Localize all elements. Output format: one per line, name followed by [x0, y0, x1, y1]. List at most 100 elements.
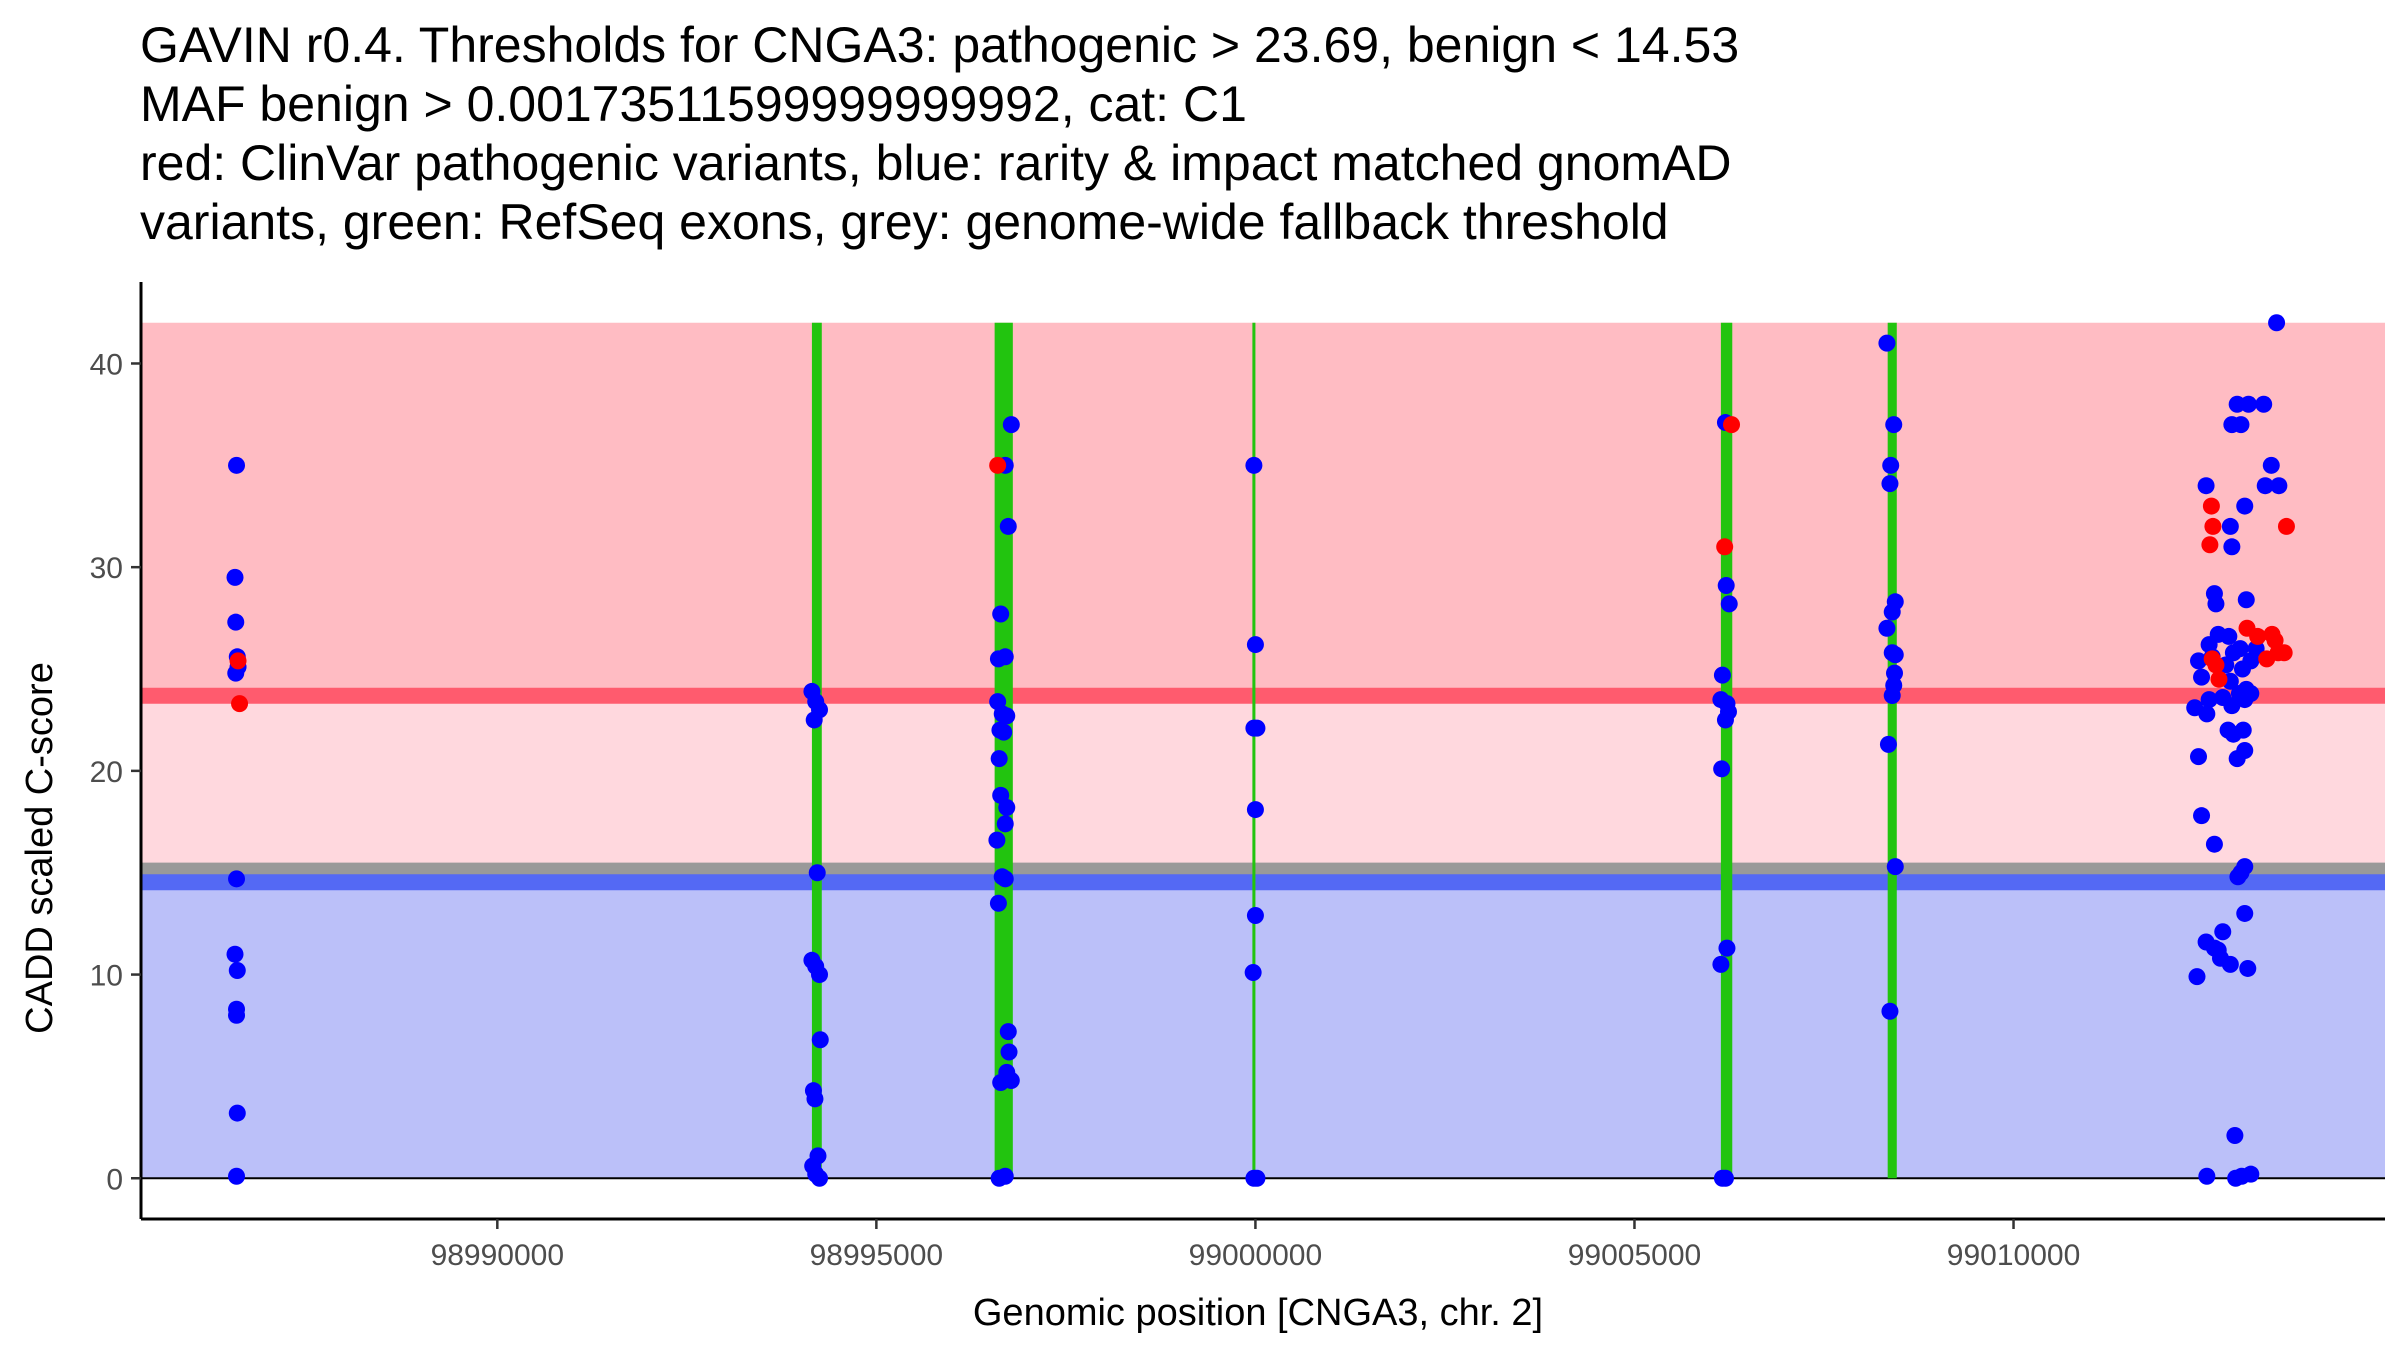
gnomad-point: [990, 750, 1008, 768]
gnomad-point: [228, 1167, 246, 1185]
clinvar-point: [2204, 517, 2222, 535]
gnomad-point: [2242, 1165, 2260, 1183]
gnomad-point: [988, 831, 1006, 849]
gnomad-point: [2214, 923, 2232, 941]
gnomad-point: [1713, 666, 1731, 684]
gnomad-point: [1000, 1043, 1018, 1061]
gnomad-point: [989, 894, 1007, 912]
gnomad-point: [996, 870, 1014, 888]
y-axis-title: CADD scaled C-score: [19, 662, 61, 1034]
gnomad-point: [2220, 627, 2238, 645]
gnomad-point: [1246, 906, 1264, 924]
gnomad-point: [2197, 477, 2215, 495]
gnomad-point: [1881, 475, 1899, 493]
gnomad-point: [998, 1063, 1016, 1081]
gnomad-point: [2207, 595, 2225, 613]
gnomad-point: [1882, 456, 1900, 474]
x-axis-title: Genomic position [CNGA3, chr. 2]: [973, 1292, 1543, 1334]
gnomad-point: [228, 456, 246, 474]
exon-4: [1720, 322, 1733, 1179]
gnomad-point: [1246, 801, 1264, 819]
title-line-4: variants, green: RefSeq exons, grey: gen…: [140, 194, 1669, 250]
gnomad-point: [2223, 538, 2241, 556]
exon-3: [1252, 322, 1256, 1179]
gnomad-point: [1886, 664, 1904, 682]
gnomad-point: [2229, 868, 2247, 886]
clinvar-point: [2275, 644, 2293, 662]
gnomad-point: [811, 966, 829, 984]
clinvar-point: [2277, 517, 2295, 535]
gnomad-point: [227, 613, 245, 631]
y-tick-label: 30: [90, 552, 123, 585]
gnomad-point: [2232, 416, 2250, 434]
gnomad-point: [2255, 395, 2273, 413]
gnomad-point: [996, 1167, 1014, 1185]
benign-region: [141, 882, 2385, 1179]
gnomad-point: [2188, 968, 2206, 986]
gnomad-point: [2223, 697, 2241, 715]
gnomad-point: [2268, 314, 2286, 332]
exon-2: [994, 322, 1013, 1179]
y-tick-label: 10: [90, 960, 123, 993]
gnomad-point: [1885, 416, 1903, 434]
gnomad-point: [1881, 1002, 1899, 1020]
gnomad-point: [806, 1090, 824, 1108]
gnomad-point: [2226, 1126, 2244, 1144]
clinvar-point: [2210, 670, 2228, 688]
gnomad-point: [998, 707, 1016, 725]
x-tick-label: 99005000: [1568, 1239, 1701, 1272]
title-line-2: MAF benign > 0.00173511599999999992, cat…: [140, 76, 1247, 132]
gnomad-point: [1886, 646, 1904, 664]
gnomad-point: [2236, 497, 2254, 515]
y-tick-label: 40: [90, 348, 123, 381]
gnomad-points: [226, 314, 2288, 1187]
gnomad-point: [999, 1023, 1017, 1041]
gnomad-point: [811, 1031, 829, 1049]
gnomad-point: [226, 945, 244, 963]
gnomad-point: [811, 1169, 829, 1187]
gnomad-point: [1713, 760, 1731, 778]
clinvar-point: [1716, 538, 1734, 556]
gnomad-point: [228, 961, 246, 979]
gnomad-point: [2190, 748, 2208, 766]
clinvar-point: [2202, 497, 2220, 515]
clinvar-point: [2249, 627, 2267, 645]
gnomad-point: [992, 605, 1010, 623]
clinvar-point: [2207, 656, 2225, 674]
gnomad-point: [1717, 577, 1735, 595]
clinvar-point: [2201, 536, 2219, 554]
clinvar-points: [229, 416, 2295, 713]
clinvar-point: [2258, 650, 2276, 668]
gnomad-point: [228, 1006, 246, 1024]
gnomad-point: [996, 648, 1014, 666]
x-tick-label: 98990000: [431, 1239, 564, 1272]
clinvar-point: [231, 695, 249, 713]
x-tick-label: 98995000: [810, 1239, 943, 1272]
exon-1: [811, 322, 822, 1179]
x-tick-label: 99000000: [1189, 1239, 1322, 1272]
gnomad-point: [1712, 955, 1730, 973]
gnomad-point: [1246, 636, 1264, 654]
clinvar-point: [989, 456, 1007, 474]
gnomad-point: [2193, 807, 2211, 825]
gnomad-point: [1718, 939, 1736, 957]
gnomad-point: [2239, 959, 2257, 977]
title-line-1: GAVIN r0.4. Thresholds for CNGA3: pathog…: [140, 17, 1739, 73]
gnomad-point: [2270, 477, 2288, 495]
gnomad-point: [2200, 691, 2218, 709]
gnomad-point: [1879, 735, 1897, 753]
gnomad-point: [1878, 334, 1896, 352]
gnomad-point: [1883, 687, 1901, 705]
gnomad-point: [2221, 955, 2239, 973]
plot-area: [141, 314, 2385, 1187]
clinvar-point: [229, 652, 247, 670]
gnomad-point: [808, 864, 826, 882]
gnomad-point: [2240, 395, 2258, 413]
axes: 0 10 20 30 40 98990000 98995000 99000000 9900500…: [90, 282, 2385, 1272]
gnomad-point: [226, 568, 244, 586]
gnomad-point: [2262, 456, 2280, 474]
x-tick-label: 99010000: [1947, 1239, 2080, 1272]
gnomad-point: [1716, 1169, 1734, 1187]
y-tick-label: 20: [90, 756, 123, 789]
